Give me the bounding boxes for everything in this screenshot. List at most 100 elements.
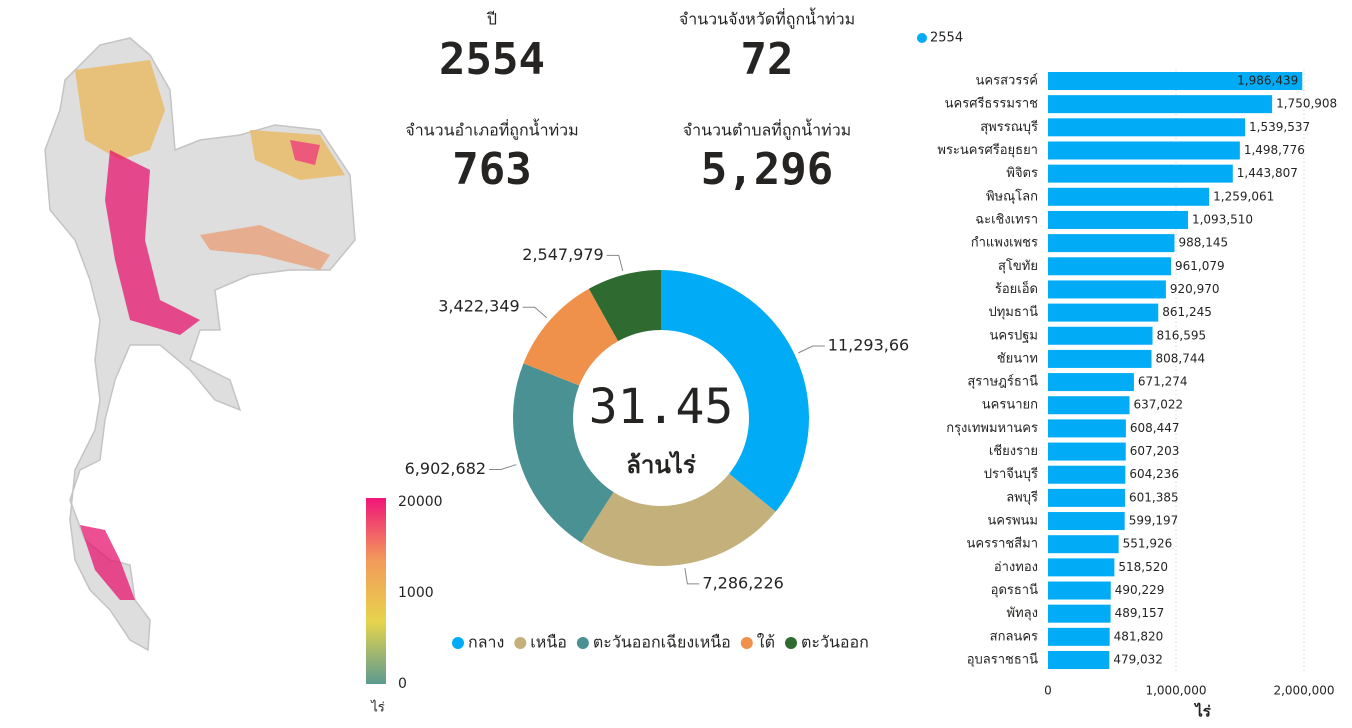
bar [1048,396,1130,415]
bar [1048,512,1125,531]
kpi-label: จำนวนจังหวัดที่ถูกน้ำท่วม [679,8,855,30]
data-label: 607,203 [1130,444,1180,458]
data-label: 1,093,510 [1192,212,1253,226]
data-label: 2,547,979 [522,245,603,264]
data-label: 489,157 [1115,606,1165,620]
legend-label[interactable]: เหนือ [530,633,567,652]
y-tick-label: อุบลราชธานี [967,652,1038,668]
data-label: 6,902,682 [405,459,486,478]
y-tick-label: กรุงเทพมหานคร [946,421,1038,436]
map [44,37,386,684]
bar [1048,442,1126,461]
donut-slice [661,270,809,512]
center-value: 31.45 [589,379,734,435]
legend-label[interactable]: ใต้ [757,633,775,652]
scale-unit: ไร่ [370,700,385,716]
data-label: 1,443,807 [1237,166,1298,180]
bar [1048,257,1172,276]
data-label: 7,286,226 [702,573,783,592]
scale-tick-label: 0 [398,676,407,692]
bar [1048,118,1246,137]
bar [1048,72,1303,90]
data-label: 608,447 [1130,421,1180,435]
legend-label[interactable]: ตะวันออกเฉียงเหนือ [593,633,731,652]
y-tick-label: ลพบุรี [1006,489,1038,505]
donut-slice [513,363,614,543]
leader-line [798,345,825,354]
data-label: 11,293,66 [828,336,909,355]
bar [1048,234,1175,253]
color-scale [366,498,386,684]
y-tick-label: สกลนคร [990,629,1038,644]
y-tick-label: พัทลุง [1007,606,1038,621]
legend-dot [740,637,753,649]
legend-dot [785,637,797,649]
data-label: 961,079 [1175,259,1225,273]
y-tick-label: พระนครศรีอยุธยา [937,142,1038,158]
scale-tick-label: 1000 [398,585,434,601]
map-highlight [200,225,330,270]
data-label: 601,385 [1129,490,1179,504]
y-tick-label: ร้อยเอ็ด [995,279,1038,297]
y-tick-label: สุพรรณบุรี [980,119,1038,135]
data-label: 1,986,439 [1237,74,1298,88]
y-tick-label: นครสวรรค์ [976,73,1038,89]
center-label: ล้านไร่ [626,450,696,479]
leader-line [522,306,548,319]
bar [1048,651,1110,669]
y-tick-label: สุราษฎร์ธานี [967,374,1038,390]
bar [1048,303,1159,322]
data-label: 604,236 [1129,467,1179,481]
legend-dot [576,637,589,649]
data-label: 637,022 [1134,398,1184,412]
y-tick-label: นครพนม [987,514,1038,529]
data-label: 490,229 [1115,583,1165,597]
kpi-value: 2554 [439,34,545,85]
bar [1048,581,1111,600]
bar [1048,187,1210,206]
map-highlight [80,525,135,600]
data-label: 988,145 [1178,236,1228,250]
kpi-value: 72 [741,34,794,85]
legend-dot [452,637,464,649]
legend-label: 2554 [930,31,963,46]
map-highlight [290,140,320,165]
data-label: 481,820 [1114,629,1164,643]
bar [1048,373,1134,392]
bar [1048,465,1126,484]
donut-slice [523,288,619,386]
map-highlight [105,150,200,335]
kpi-value: 5,296 [701,144,833,195]
y-tick-label: อุดรธานี [991,582,1038,598]
y-tick-label: นครนายก [982,398,1038,413]
y-tick-label: นครปฐม [989,328,1038,343]
y-tick-label: นครราชสีมา [967,536,1038,552]
legend-label[interactable]: ตะวันออก [801,633,869,652]
y-tick-label: ปราจีนบุรี [984,466,1038,482]
data-label: 1,498,776 [1244,143,1305,157]
y-tick-label: พิษณุโลก [986,188,1038,204]
bar [1048,558,1115,577]
bar [1048,349,1152,368]
kpi-label: จำนวนอำเภอที่ถูกน้ำท่วม [405,119,578,141]
scale-tick-label: 20000 [398,494,443,510]
map-highlight [75,60,165,160]
data-label: 518,520 [1118,560,1168,574]
data-label: 808,744 [1156,351,1206,365]
donut-slice [581,473,776,566]
data-label: 3,422,349 [438,297,519,316]
bar [1048,210,1188,229]
legend-dot [917,33,927,43]
data-label: 1,259,061 [1213,189,1274,203]
legend-dot [514,637,527,649]
y-tick-label: เชียงราย [989,443,1038,459]
data-label: 1,539,537 [1249,120,1310,134]
legend-label[interactable]: กลาง [468,633,504,652]
x-tick-label: 1,000,000 [1145,684,1206,698]
y-tick-label: พิจิตร [1006,166,1038,181]
x-axis-title: ไร่ [1193,702,1212,721]
data-label: 671,274 [1138,375,1188,389]
kpi-label: จำนวนตำบลที่ถูกน้ำท่วม [683,119,851,141]
bar [1048,141,1240,160]
